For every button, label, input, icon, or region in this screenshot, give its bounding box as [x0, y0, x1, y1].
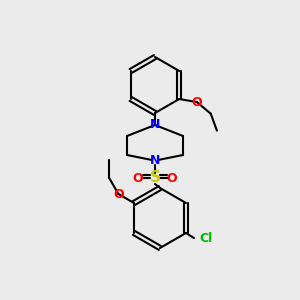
Text: N: N	[150, 154, 160, 166]
Text: Cl: Cl	[199, 232, 212, 244]
Text: O: O	[133, 172, 143, 184]
Text: O: O	[113, 188, 124, 200]
Text: O: O	[167, 172, 177, 184]
Text: S: S	[149, 170, 161, 185]
Text: O: O	[192, 96, 202, 109]
Text: N: N	[150, 118, 160, 131]
